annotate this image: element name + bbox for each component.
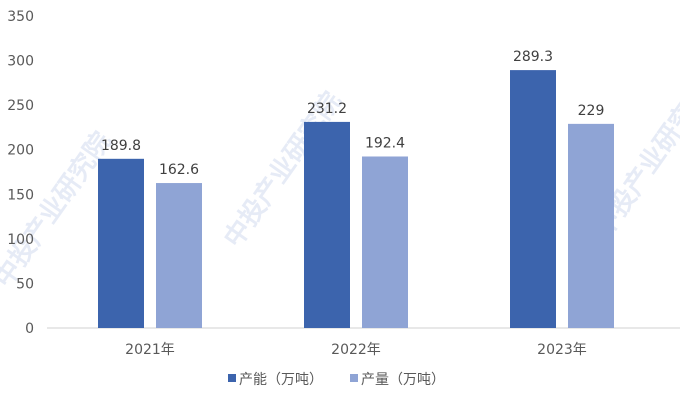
legend-label: 产量（万吨） (361, 372, 445, 388)
data-label: 229 (578, 103, 605, 119)
bar (568, 123, 614, 328)
bar (510, 70, 556, 328)
y-tick-label: 50 (16, 276, 34, 292)
legend-swatch (228, 374, 236, 382)
bar (304, 121, 350, 329)
data-label: 192.4 (365, 135, 405, 151)
y-tick-label: 250 (7, 98, 34, 114)
x-tick-label: 2021年 (125, 342, 175, 358)
y-tick-label: 100 (7, 232, 34, 248)
bar (362, 156, 408, 328)
y-tick-label: 200 (7, 143, 34, 159)
y-tick-label: 150 (7, 187, 34, 203)
x-tick-label: 2022年 (331, 342, 381, 358)
legend-swatch (350, 374, 358, 382)
y-tick-label: 350 (7, 9, 34, 25)
data-label: 231.2 (307, 101, 347, 117)
data-label: 162.6 (159, 162, 199, 178)
bar (156, 183, 202, 328)
bar (98, 158, 144, 328)
data-label: 289.3 (513, 49, 553, 65)
y-tick-label: 0 (25, 321, 34, 337)
data-label: 189.8 (101, 138, 141, 154)
x-tick-label: 2023年 (537, 342, 587, 358)
y-tick-label: 300 (7, 54, 34, 70)
legend-label: 产能（万吨） (239, 372, 323, 388)
